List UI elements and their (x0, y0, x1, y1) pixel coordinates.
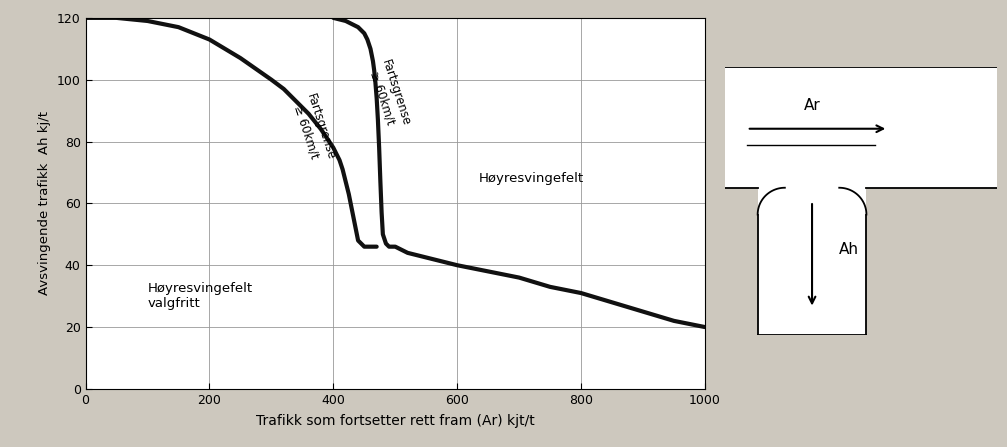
Text: Høyresvingefelt
valgfritt: Høyresvingefelt valgfritt (148, 282, 253, 310)
Text: Ar: Ar (804, 97, 821, 113)
Y-axis label: Avsvingende trafikk  Ah kj/t: Avsvingende trafikk Ah kj/t (38, 111, 51, 295)
Text: Ah: Ah (839, 242, 859, 257)
Text: Fartsgrense
≥ 60km/t: Fartsgrense ≥ 60km/t (290, 92, 337, 166)
Text: Fartsgrense
≥ 60km/t: Fartsgrense ≥ 60km/t (366, 58, 413, 132)
Bar (725, 67, 997, 188)
Bar (757, 185, 866, 335)
X-axis label: Trafikk som fortsetter rett fram (Ar) kjt/t: Trafikk som fortsetter rett fram (Ar) kj… (256, 413, 535, 428)
Text: Høyresvingefelt: Høyresvingefelt (479, 172, 584, 185)
